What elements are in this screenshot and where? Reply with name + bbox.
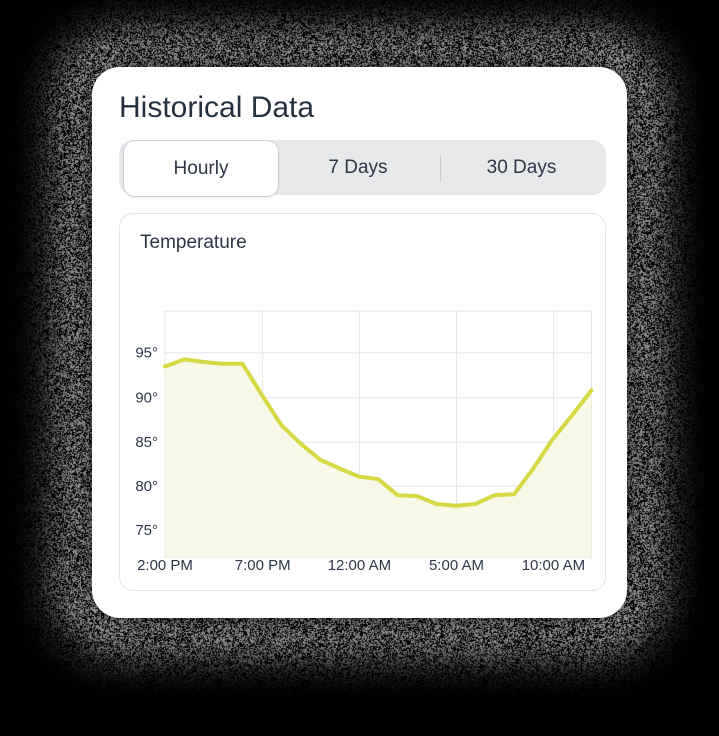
svg-text:80°: 80° xyxy=(135,478,158,495)
svg-text:5:00 AM: 5:00 AM xyxy=(429,557,484,574)
svg-text:10:00 AM: 10:00 AM xyxy=(522,557,585,574)
svg-text:75°: 75° xyxy=(135,522,158,539)
svg-text:2:00 PM: 2:00 PM xyxy=(137,557,193,574)
svg-text:12:00 AM: 12:00 AM xyxy=(328,557,391,574)
svg-text:7:00 PM: 7:00 PM xyxy=(235,557,291,574)
svg-text:90°: 90° xyxy=(135,390,158,407)
svg-text:85°: 85° xyxy=(135,434,158,451)
svg-text:95°: 95° xyxy=(135,345,158,362)
